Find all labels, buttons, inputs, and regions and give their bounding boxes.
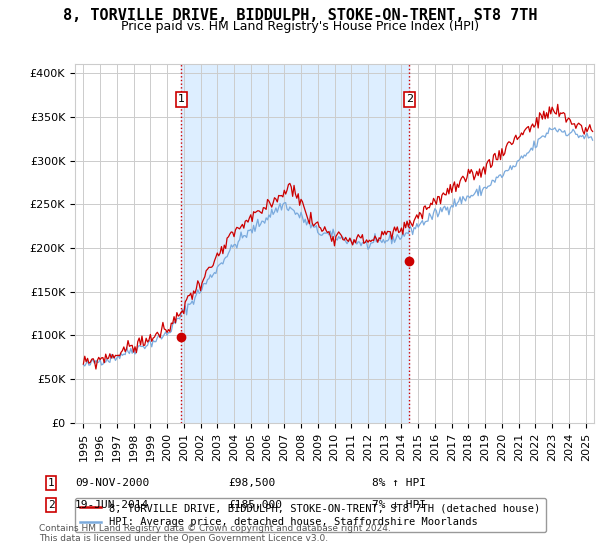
Text: 1: 1 (178, 95, 185, 104)
Text: 7% ↓ HPI: 7% ↓ HPI (372, 500, 426, 510)
Text: 19-JUN-2014: 19-JUN-2014 (75, 500, 149, 510)
Text: Price paid vs. HM Land Registry's House Price Index (HPI): Price paid vs. HM Land Registry's House … (121, 20, 479, 33)
Text: This data is licensed under the Open Government Licence v3.0.: This data is licensed under the Open Gov… (39, 534, 328, 543)
Bar (181, 64, 409, 423)
Text: 09-NOV-2000: 09-NOV-2000 (75, 478, 149, 488)
Text: 2: 2 (47, 500, 55, 510)
Text: 1: 1 (47, 478, 55, 488)
Text: 8, TORVILLE DRIVE, BIDDULPH, STOKE-ON-TRENT, ST8 7TH: 8, TORVILLE DRIVE, BIDDULPH, STOKE-ON-TR… (63, 8, 537, 24)
Text: 8% ↑ HPI: 8% ↑ HPI (372, 478, 426, 488)
Text: £185,000: £185,000 (228, 500, 282, 510)
Text: £98,500: £98,500 (228, 478, 275, 488)
Text: 2: 2 (406, 95, 413, 104)
Text: Contains HM Land Registry data © Crown copyright and database right 2024.: Contains HM Land Registry data © Crown c… (39, 524, 391, 533)
Legend: 8, TORVILLE DRIVE, BIDDULPH, STOKE-ON-TRENT, ST8 7TH (detached house), HPI: Aver: 8, TORVILLE DRIVE, BIDDULPH, STOKE-ON-TR… (75, 498, 546, 533)
